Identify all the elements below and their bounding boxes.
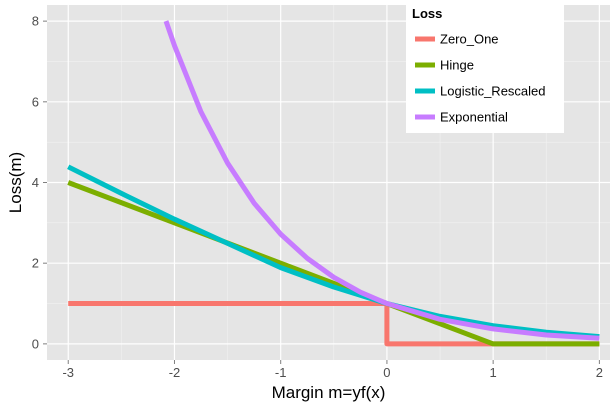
- y-tick-label: 8: [32, 14, 39, 29]
- x-axis: -3 -2 -1 0 1 2: [62, 360, 603, 380]
- y-tick-label: 0: [32, 336, 39, 351]
- x-tick-label: 0: [383, 365, 390, 380]
- legend-title: Loss: [412, 6, 442, 21]
- legend-items: Zero_One Hinge Logistic_Rescaled Exponentia…: [415, 32, 546, 125]
- series-line-exponential: [163, 20, 600, 341]
- series-layer: [67, 20, 600, 347]
- series-line-logistic-rescaled: [67, 164, 600, 340]
- legend-label: Zero_One: [440, 32, 499, 47]
- y-tick-label: 6: [32, 94, 39, 109]
- y-axis: 0 2 4 6 8: [32, 14, 47, 351]
- legend-label: Exponential: [440, 110, 508, 125]
- x-axis-title: Margin m=yf(x): [272, 383, 386, 402]
- x-tick-label: -2: [169, 365, 181, 380]
- y-tick-label: 2: [32, 256, 39, 271]
- x-tick-label: -3: [62, 365, 74, 380]
- x-tick-label: 2: [596, 365, 603, 380]
- legend: Loss Zero_One Hinge Logistic_Rescaled Expon…: [406, 2, 564, 133]
- y-tick-label: 4: [32, 175, 39, 190]
- x-tick-label: -1: [275, 365, 287, 380]
- legend-label: Hinge: [440, 58, 474, 73]
- y-axis-title: Loss(m): [6, 152, 25, 213]
- legend-label: Logistic_Rescaled: [440, 84, 546, 99]
- x-tick-label: 1: [490, 365, 497, 380]
